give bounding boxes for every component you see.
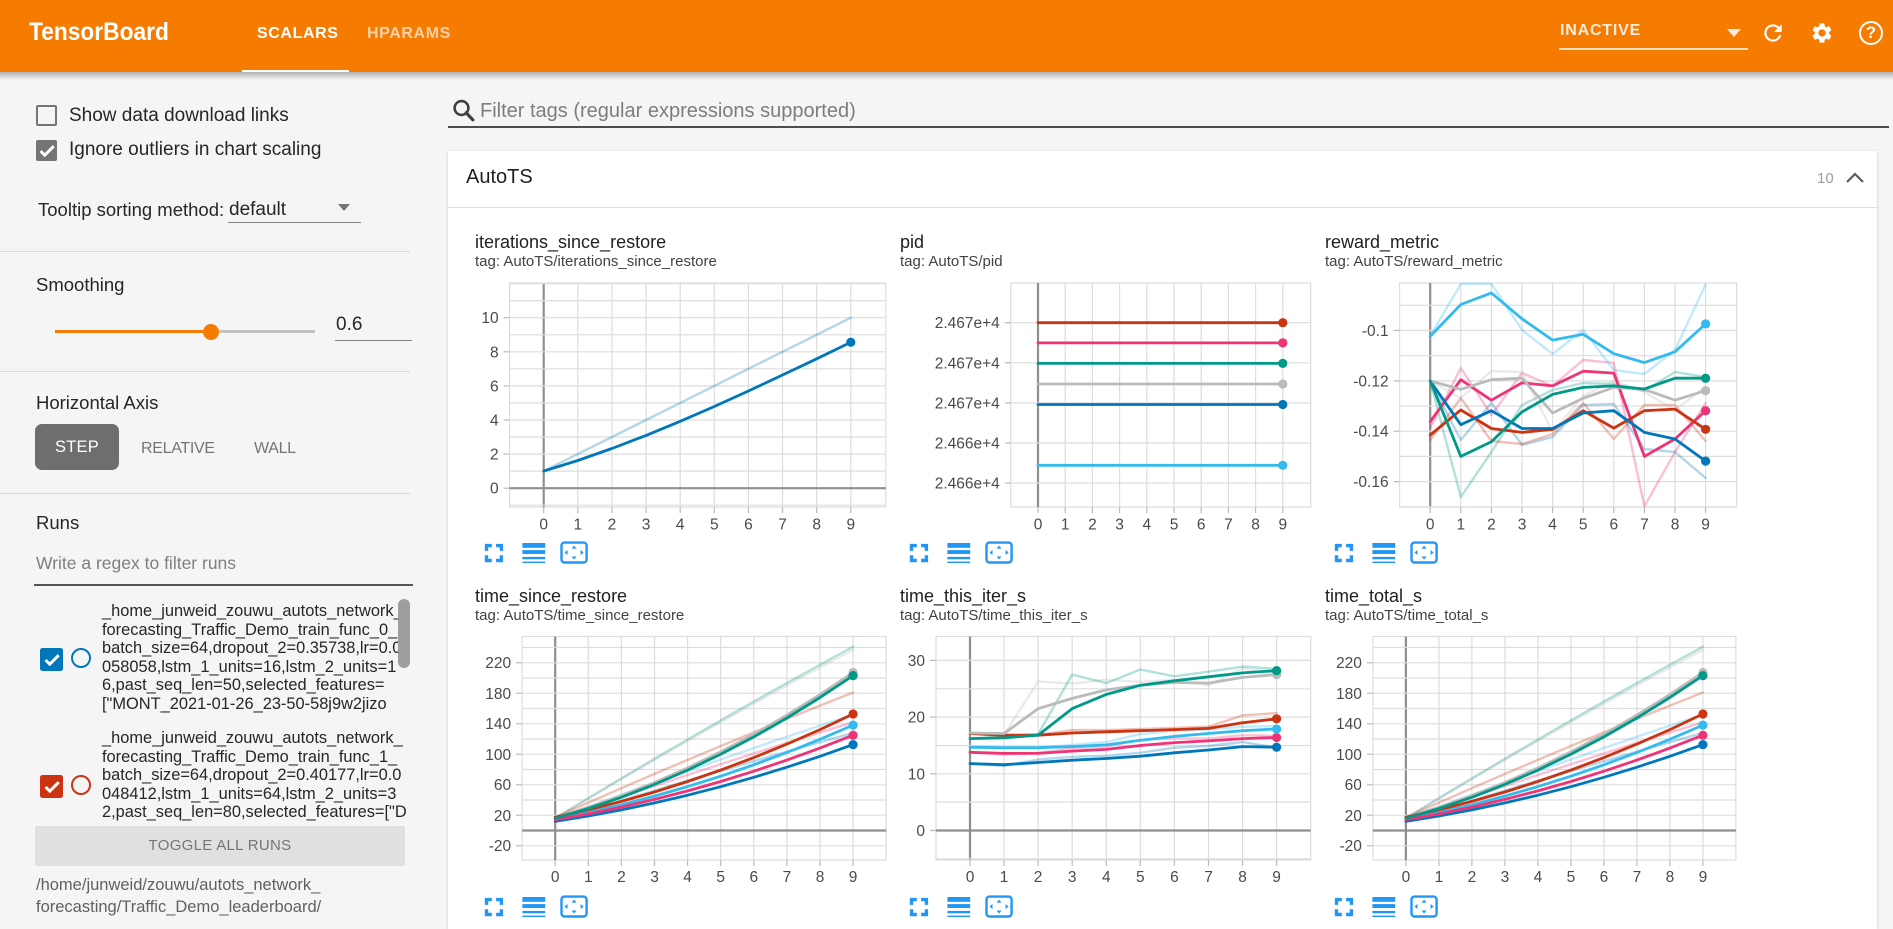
svg-text:-20: -20: [489, 838, 512, 855]
svg-text:6: 6: [749, 869, 758, 886]
svg-text:2: 2: [490, 447, 499, 464]
svg-text:6: 6: [1609, 517, 1618, 534]
svg-text:7: 7: [1633, 869, 1642, 886]
svg-text:0: 0: [916, 823, 925, 840]
svg-text:1: 1: [1000, 869, 1009, 886]
svg-text:0: 0: [490, 481, 499, 498]
svg-text:4: 4: [676, 517, 685, 534]
svg-text:7: 7: [783, 869, 792, 886]
svg-text:4: 4: [490, 413, 499, 430]
svg-text:2.467e+4: 2.467e+4: [935, 355, 1000, 372]
svg-text:140: 140: [485, 716, 511, 733]
svg-text:20: 20: [494, 808, 512, 825]
svg-text:6: 6: [1170, 869, 1179, 886]
svg-text:10: 10: [481, 310, 499, 327]
svg-text:5: 5: [1567, 869, 1576, 886]
svg-text:3: 3: [650, 869, 659, 886]
svg-text:-0.1: -0.1: [1362, 323, 1389, 340]
svg-text:-0.14: -0.14: [1353, 424, 1389, 441]
svg-text:7: 7: [1224, 517, 1233, 534]
svg-text:4: 4: [1548, 517, 1557, 534]
svg-text:-0.16: -0.16: [1353, 474, 1388, 491]
svg-text:4: 4: [683, 869, 692, 886]
svg-text:2.467e+4: 2.467e+4: [935, 315, 1000, 332]
svg-text:8: 8: [1671, 517, 1680, 534]
svg-text:5: 5: [1579, 517, 1588, 534]
svg-text:3: 3: [1115, 517, 1124, 534]
svg-text:9: 9: [846, 517, 855, 534]
svg-text:1: 1: [1061, 517, 1070, 534]
svg-text:8: 8: [490, 344, 499, 361]
svg-text:9: 9: [849, 869, 858, 886]
svg-text:1: 1: [1456, 517, 1465, 534]
svg-text:0: 0: [1426, 517, 1435, 534]
svg-text:180: 180: [1336, 686, 1362, 703]
svg-text:220: 220: [1336, 655, 1362, 672]
svg-text:0: 0: [1402, 869, 1411, 886]
svg-text:2: 2: [1468, 869, 1477, 886]
svg-text:2.466e+4: 2.466e+4: [935, 476, 1000, 493]
svg-text:4: 4: [1534, 869, 1543, 886]
svg-text:6: 6: [490, 378, 499, 395]
svg-text:4: 4: [1102, 869, 1111, 886]
svg-text:8: 8: [1238, 869, 1247, 886]
svg-text:20: 20: [1345, 808, 1363, 825]
svg-text:4: 4: [1142, 517, 1151, 534]
svg-text:5: 5: [1170, 517, 1179, 534]
svg-text:2: 2: [1034, 869, 1043, 886]
svg-text:20: 20: [908, 710, 926, 727]
svg-text:2: 2: [608, 517, 617, 534]
svg-text:30: 30: [908, 653, 926, 670]
svg-text:5: 5: [710, 517, 719, 534]
svg-text:8: 8: [812, 517, 821, 534]
svg-text:3: 3: [642, 517, 651, 534]
svg-text:1: 1: [1435, 869, 1444, 886]
svg-text:3: 3: [1501, 869, 1510, 886]
svg-text:6: 6: [1600, 869, 1609, 886]
svg-text:2.466e+4: 2.466e+4: [935, 436, 1000, 453]
svg-text:0: 0: [551, 869, 560, 886]
svg-text:60: 60: [1345, 777, 1363, 794]
svg-text:180: 180: [485, 686, 511, 703]
svg-text:9: 9: [1278, 517, 1287, 534]
svg-text:2: 2: [617, 869, 626, 886]
svg-text:7: 7: [1640, 517, 1649, 534]
svg-text:140: 140: [1336, 716, 1362, 733]
svg-text:0: 0: [539, 517, 548, 534]
svg-text:7: 7: [778, 517, 787, 534]
svg-text:3: 3: [1518, 517, 1527, 534]
svg-text:7: 7: [1204, 869, 1213, 886]
svg-text:1: 1: [584, 869, 593, 886]
svg-text:9: 9: [1701, 517, 1710, 534]
svg-text:10: 10: [908, 766, 926, 783]
svg-text:6: 6: [1197, 517, 1206, 534]
svg-text:0: 0: [966, 869, 975, 886]
svg-text:220: 220: [485, 655, 511, 672]
svg-text:2.467e+4: 2.467e+4: [935, 395, 1000, 412]
svg-text:8: 8: [1666, 869, 1675, 886]
svg-text:8: 8: [1251, 517, 1260, 534]
svg-text:-20: -20: [1339, 838, 1362, 855]
svg-text:8: 8: [816, 869, 825, 886]
svg-text:2: 2: [1088, 517, 1097, 534]
svg-text:6: 6: [744, 517, 753, 534]
svg-text:5: 5: [1136, 869, 1145, 886]
svg-text:9: 9: [1272, 869, 1281, 886]
svg-text:5: 5: [716, 869, 725, 886]
svg-text:100: 100: [1336, 747, 1362, 764]
svg-text:100: 100: [485, 747, 511, 764]
svg-text:0: 0: [1034, 517, 1043, 534]
svg-text:-0.12: -0.12: [1353, 373, 1388, 390]
svg-text:3: 3: [1068, 869, 1077, 886]
svg-text:60: 60: [494, 777, 512, 794]
svg-text:1: 1: [573, 517, 582, 534]
svg-text:2: 2: [1487, 517, 1496, 534]
svg-text:9: 9: [1699, 869, 1708, 886]
